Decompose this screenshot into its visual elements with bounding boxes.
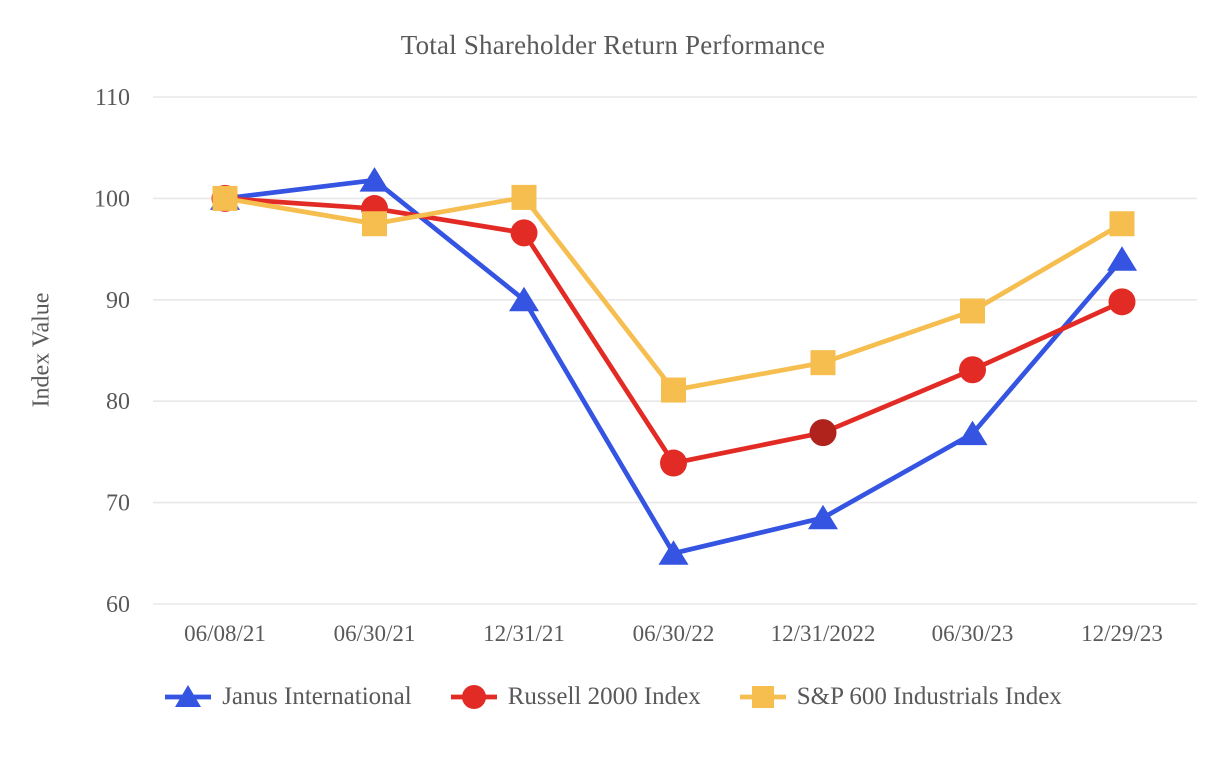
y-tick-label: 70 — [106, 491, 130, 517]
x-tick-label: 06/30/22 — [633, 621, 715, 646]
x-tick-label: 12/31/2022 — [771, 621, 876, 646]
data-point-marker — [809, 419, 837, 447]
square-legend-icon — [739, 686, 786, 708]
legend-label: Janus International — [222, 683, 412, 710]
series-line-0 — [222, 177, 1125, 556]
legend-label: S&P 600 Industrials Index — [796, 683, 1062, 710]
data-point-marker — [810, 350, 836, 376]
x-tick-label: 12/29/23 — [1081, 621, 1163, 646]
data-point-marker — [362, 211, 387, 237]
x-tick-label: 06/30/23 — [932, 621, 1014, 646]
x-tick-label: 06/30/21 — [334, 621, 416, 646]
y-tick-label: 80 — [106, 389, 130, 415]
data-point-marker — [959, 356, 986, 384]
x-tick-label: 06/08/21 — [184, 621, 266, 646]
y-tick-label: 90 — [106, 288, 130, 314]
data-point-marker — [960, 298, 985, 324]
chart-title: Total Shareholder Return Performance — [400, 30, 826, 60]
legend-item-2: S&P 600 Industrials Index — [739, 682, 1062, 712]
data-point-marker — [1109, 211, 1135, 237]
data-point-marker — [509, 286, 539, 312]
series-line-1 — [222, 196, 1125, 466]
data-point-marker — [511, 184, 537, 210]
legend-item-0: Janus International — [164, 682, 412, 712]
x-tick-label: 12/31/21 — [483, 621, 565, 646]
data-point-marker — [1107, 246, 1137, 271]
data-point-marker — [660, 449, 687, 477]
chart-legend: Janus International Russell 2000 Index S&P… — [0, 682, 1226, 712]
data-point-marker — [808, 504, 838, 530]
y-tick-label: 60 — [106, 592, 130, 618]
data-point-marker — [510, 219, 538, 247]
triangle-up-legend-icon — [165, 685, 212, 707]
legend-item-1: Russell 2000 Index — [450, 682, 701, 712]
circle-legend-icon — [450, 685, 497, 709]
y-tick-label: 110 — [95, 85, 130, 111]
y-tick-label: 100 — [94, 186, 130, 212]
data-point-marker — [658, 540, 689, 565]
data-point-marker — [212, 185, 238, 211]
data-point-marker — [957, 420, 988, 446]
data-point-marker — [359, 167, 390, 192]
data-point-marker — [1108, 288, 1136, 316]
legend-label: Russell 2000 Index — [507, 683, 701, 710]
data-point-marker — [661, 377, 686, 403]
